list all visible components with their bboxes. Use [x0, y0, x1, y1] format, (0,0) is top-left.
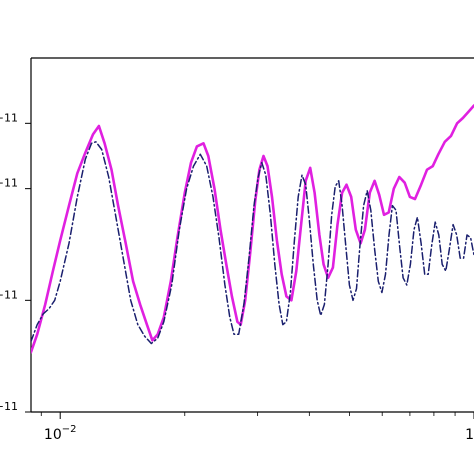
- x-tick-label: 10−2: [44, 424, 77, 443]
- series-line-2: [31, 141, 474, 345]
- y-tick-label: −11: [0, 400, 18, 413]
- series-line-1: [31, 104, 474, 354]
- y-tick-label: −11: [0, 288, 18, 301]
- x-tick-exponent: −2: [62, 424, 77, 435]
- y-tick-label: −11: [0, 111, 18, 124]
- x-tick-base: 10: [44, 427, 62, 443]
- major-ticks: [25, 122, 474, 419]
- x-tick-base: 10: [465, 427, 474, 443]
- x-tick-label: 10: [465, 427, 474, 443]
- minor-ticks: [40, 412, 456, 416]
- y-tick-label: −11: [0, 177, 18, 190]
- series-layer: [31, 104, 474, 354]
- tick-labels: 10−210−11−11−11−11: [0, 111, 474, 443]
